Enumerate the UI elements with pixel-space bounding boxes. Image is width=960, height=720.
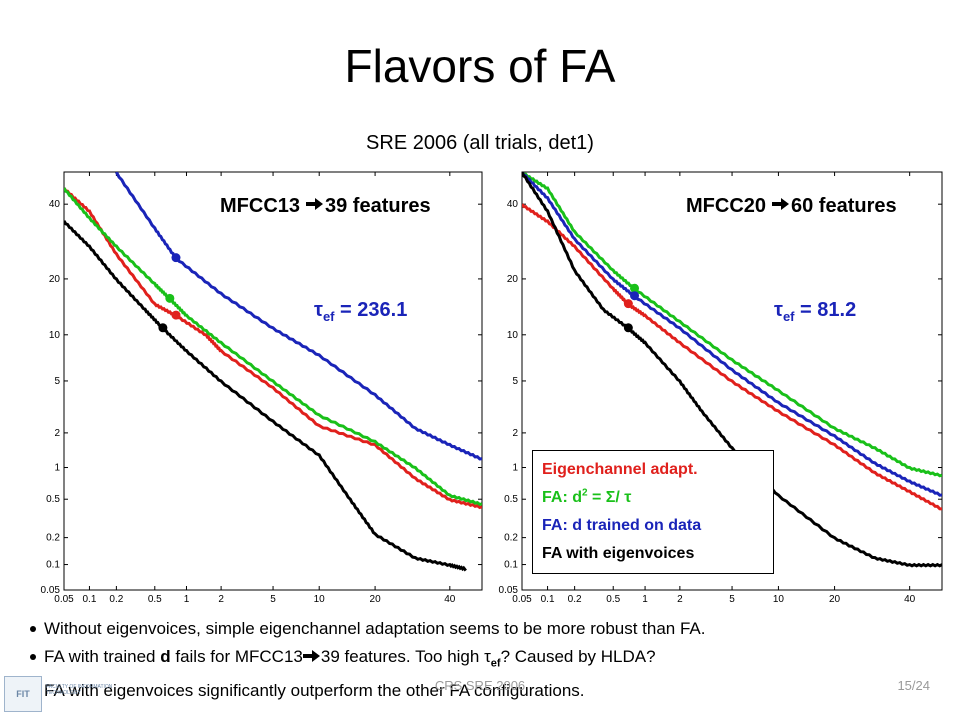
det-chart-2: 0.05 0.1 0.2 0.5 1 2 5 10 20 40 0.05 0.1 0.2 0.5 1 2 5 10… — [499, 171, 943, 605]
y-tick-label: 2 — [512, 428, 518, 439]
panel-title-part: MFCC20 — [686, 195, 766, 217]
y-tick-label: 40 — [49, 199, 61, 210]
x-tick-label: 20 — [829, 594, 841, 605]
series-marker — [630, 283, 640, 293]
bullet-list: Without eigenvoices, simple eigenchannel… — [30, 615, 940, 705]
x-tick-label: 1 — [642, 594, 648, 605]
x-tick-label: 0.5 — [606, 594, 620, 605]
y-tick-label: 20 — [49, 274, 61, 285]
x-tick-label: 0.1 — [82, 594, 96, 605]
slide-footer: CRS SRE 2006 — [434, 678, 526, 693]
series-line — [115, 172, 482, 461]
series-line — [64, 220, 467, 572]
series-line — [64, 187, 482, 507]
series-marker — [623, 323, 633, 333]
x-tick-label: 1 — [184, 594, 190, 605]
slide-title: Flavors of FA — [344, 40, 616, 92]
x-tick-label: 5 — [270, 594, 276, 605]
y-tick-label: 0.5 — [46, 494, 60, 505]
x-tick-label: 0.2 — [568, 594, 582, 605]
y-tick-label: 20 — [507, 274, 519, 285]
y-tick-label: 10 — [49, 330, 61, 341]
legend-item-fa-d-trained: FA: d trained on data — [542, 517, 702, 534]
series-marker — [158, 323, 168, 333]
tau-subscript: ef — [323, 309, 335, 324]
x-tick-label: 40 — [904, 594, 916, 605]
institution-caption: Faculty of Information Technology — [46, 684, 113, 696]
page-number: 15/24 — [897, 678, 930, 693]
series-line — [64, 187, 482, 510]
legend-item-fa-d-sigma-tau: FA: d2 = Σ/ τ — [542, 487, 632, 506]
legend: Eigenchannel adapt. FA: d2 = Σ/ τ FA: d … — [532, 450, 774, 574]
arrow-right-icon — [306, 198, 323, 210]
y-tick-label: 0.5 — [504, 494, 518, 505]
legend-item-fa-eigenvoices: FA with eigenvoices — [542, 545, 695, 562]
series-marker — [165, 293, 175, 303]
y-tick-label: 40 — [507, 199, 519, 210]
y-tick-label: 1 — [512, 463, 518, 474]
legend-item-eigenchannel: Eigenchannel adapt. — [542, 461, 698, 478]
x-tick-label: 0.2 — [109, 594, 123, 605]
y-tick-label: 0.1 — [46, 560, 60, 571]
tau-symbol: τ — [774, 299, 783, 321]
series-marker — [171, 253, 181, 263]
y-tick-label: 0.2 — [504, 533, 518, 544]
y-tick-label: 0.2 — [46, 533, 60, 544]
x-tick-label: 2 — [677, 594, 683, 605]
y-tick-label: 10 — [507, 330, 519, 341]
y-tick-label: 0.05 — [499, 585, 519, 596]
slide-subtitle: SRE 2006 (all trials, det1) — [366, 132, 594, 154]
arrow-right-icon — [302, 650, 320, 662]
series-line — [522, 172, 942, 478]
tau-annotation: τef = 81.2 — [774, 299, 856, 324]
y-tick-label: 1 — [54, 463, 60, 474]
tau-value: = 81.2 — [795, 299, 857, 321]
series-line — [522, 203, 942, 511]
series-line — [522, 172, 942, 568]
y-tick-label: 0.05 — [41, 585, 61, 596]
x-tick-label: 0.1 — [541, 594, 555, 605]
panel-title: 39 features — [325, 195, 431, 217]
x-tick-label: 10 — [314, 594, 326, 605]
tau-annotation: τef = 236.1 — [314, 299, 407, 324]
panel-title: 60 features — [791, 195, 897, 217]
x-tick-label: 0.05 — [512, 594, 532, 605]
y-tick-label: 2 — [54, 428, 60, 439]
x-tick-label: 2 — [218, 594, 224, 605]
y-tick-label: 5 — [54, 376, 60, 387]
bullet-item: Without eigenvoices, simple eigenchannel… — [30, 615, 940, 643]
bullet-item: FA with trained d fails for MFCC13 39 fea… — [30, 643, 940, 677]
det-chart-1: 0.05 0.1 0.2 0.5 1 2 5 10 20 40 0.05 0.1 0.2 0.5 1 2 5 10… — [41, 171, 483, 605]
x-tick-label: 5 — [729, 594, 735, 605]
series-marker — [171, 310, 181, 320]
series-marker — [630, 291, 640, 301]
tau-symbol: τ — [314, 299, 323, 321]
series-marker — [623, 299, 633, 309]
panel-title-part: MFCC13 — [220, 195, 300, 217]
x-tick-label: 40 — [444, 594, 456, 605]
x-tick-label: 10 — [773, 594, 785, 605]
institution-logo: FIT — [4, 676, 42, 712]
x-tick-label: 0.5 — [148, 594, 162, 605]
panel-title: MFCC20 — [686, 195, 766, 217]
y-tick-label: 5 — [512, 376, 518, 387]
tau-value: = 236.1 — [335, 299, 408, 321]
arrow-right-icon — [772, 198, 789, 210]
series-line — [522, 172, 942, 497]
x-tick-label: 0.05 — [54, 594, 74, 605]
x-tick-label: 20 — [370, 594, 382, 605]
det-charts: 0.05 0.1 0.2 0.5 1 2 5 10 20 400.050.10.20.512510… — [41, 171, 943, 605]
y-tick-label: 0.1 — [504, 560, 518, 571]
panel-title: MFCC13 — [220, 195, 300, 217]
tau-subscript: ef — [783, 309, 795, 324]
